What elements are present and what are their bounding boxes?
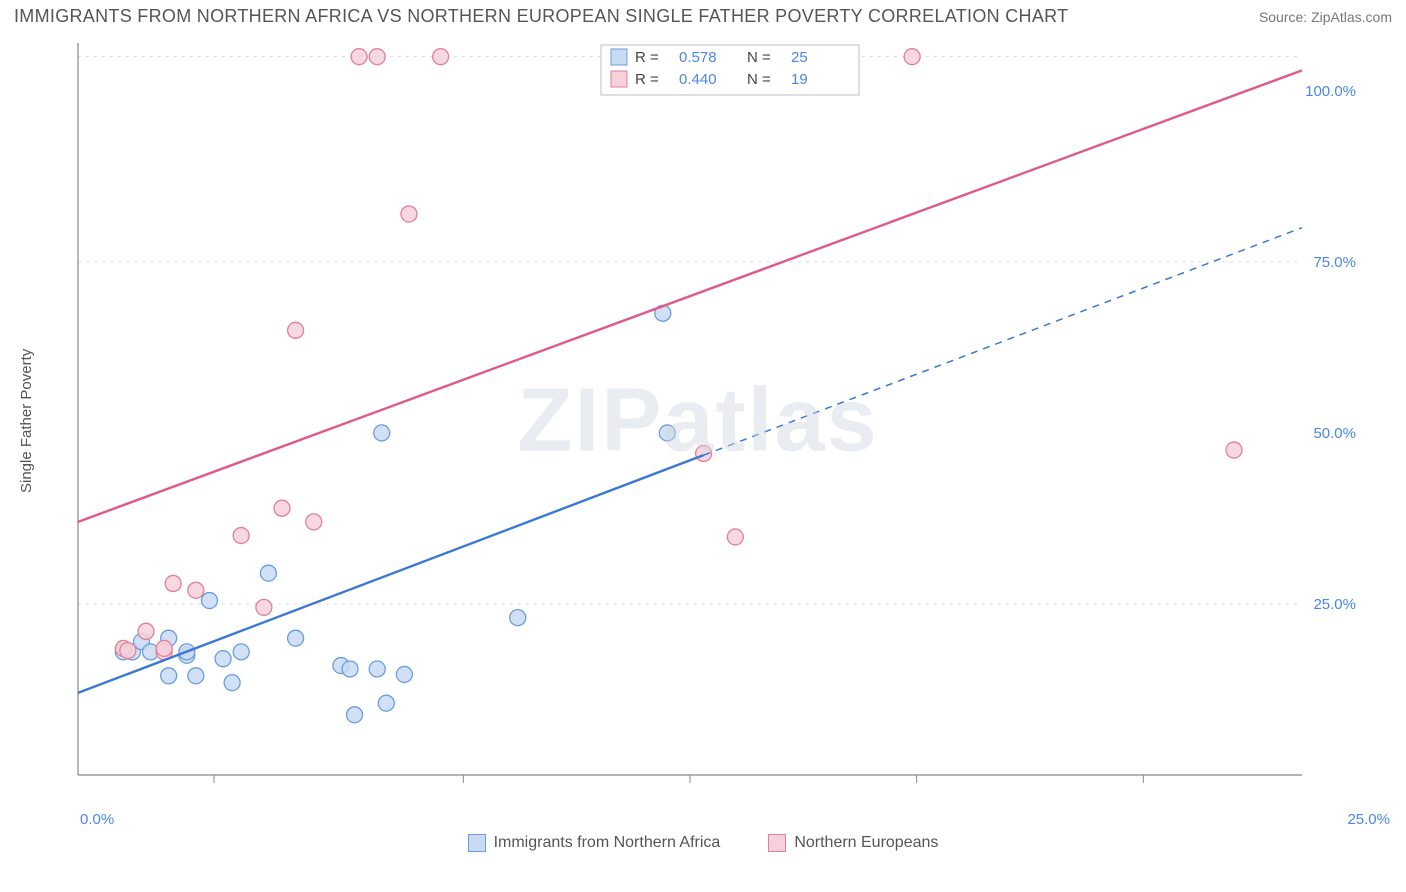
svg-text:R =: R = bbox=[635, 71, 659, 88]
svg-text:50.0%: 50.0% bbox=[1313, 425, 1356, 442]
svg-text:0.578: 0.578 bbox=[679, 49, 717, 66]
legend: Immigrants from Northern Africa Northern … bbox=[14, 834, 1392, 852]
legend-label: Northern Europeans bbox=[794, 834, 938, 852]
scatter-chart: 25.0% 50.0% 75.0% 100.0% R = 0.578 N = 25 R = 0.4… bbox=[38, 35, 1358, 807]
chart-title: IMMIGRANTS FROM NORTHERN AFRICA VS NORTH… bbox=[14, 6, 1068, 27]
legend-swatch bbox=[468, 834, 486, 852]
source-attribution: Source: ZipAtlas.com bbox=[1259, 9, 1392, 25]
svg-text:0.440: 0.440 bbox=[679, 71, 717, 88]
svg-text:N =: N = bbox=[747, 71, 771, 88]
svg-text:75.0%: 75.0% bbox=[1313, 254, 1356, 271]
svg-text:25: 25 bbox=[791, 49, 808, 66]
legend-swatch bbox=[768, 834, 786, 852]
legend-label: Immigrants from Northern Africa bbox=[494, 834, 721, 852]
x-axis-max-label: 25.0% bbox=[1347, 811, 1390, 828]
legend-item: Northern Europeans bbox=[768, 834, 938, 852]
svg-text:N =: N = bbox=[747, 49, 771, 66]
svg-text:R =: R = bbox=[635, 49, 659, 66]
svg-text:100.0%: 100.0% bbox=[1305, 83, 1356, 100]
x-axis-min-label: 0.0% bbox=[80, 811, 114, 828]
legend-item: Immigrants from Northern Africa bbox=[468, 834, 721, 852]
svg-text:25.0%: 25.0% bbox=[1313, 596, 1356, 613]
svg-text:19: 19 bbox=[791, 71, 808, 88]
y-axis-label: Single Father Poverty bbox=[14, 35, 38, 807]
